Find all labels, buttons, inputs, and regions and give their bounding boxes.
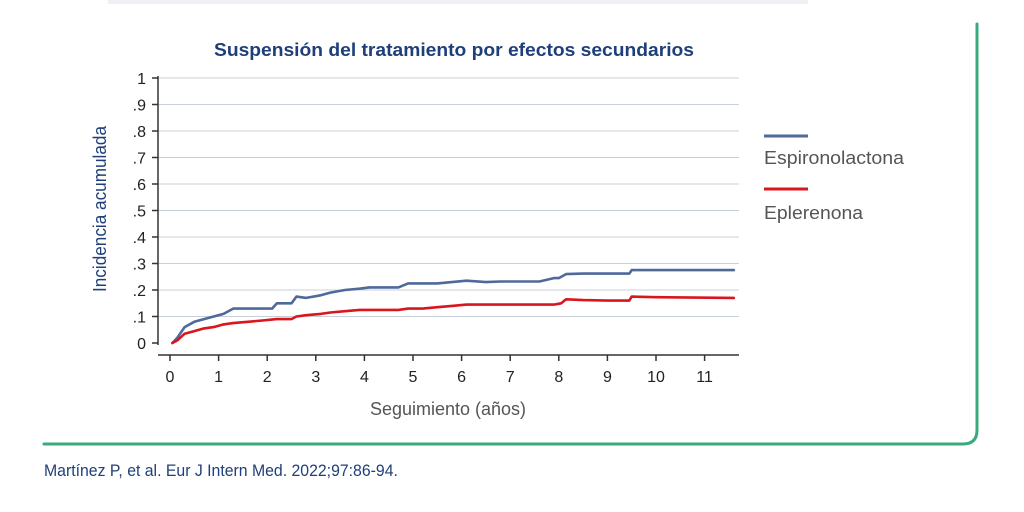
- x-tick-label: 10: [647, 369, 665, 386]
- gridlines: [158, 77, 739, 317]
- x-tick-label: 3: [311, 369, 320, 386]
- legend-label-eplerenona: Eplerenona: [764, 203, 864, 223]
- citation: Martínez P, et al. Eur J Intern Med. 202…: [44, 461, 398, 480]
- x-tick-label: 11: [696, 369, 713, 386]
- x-tick-label: 1: [214, 369, 223, 386]
- axes: [157, 76, 739, 356]
- x-ticks: 0 1 2 3 4 5 6 7 8 9 10 11: [166, 355, 713, 386]
- y-tick-label: .1: [133, 310, 146, 327]
- series-line-eplerenona: [171, 295, 736, 345]
- y-ticks: 0 .1 .2 .3 .4 .5 .6 .7 .8 .9 1: [133, 71, 158, 353]
- x-axis-label: Seguimiento (años): [370, 399, 526, 419]
- y-tick-label: .5: [133, 204, 146, 221]
- y-tick-label: .9: [133, 98, 146, 115]
- x-tick-label: 0: [166, 369, 175, 386]
- chart-title: Suspensión del tratamiento por efectos s…: [214, 40, 694, 60]
- frame-border: [42, 22, 979, 446]
- series-line-espironolactona: [171, 268, 736, 345]
- y-tick-label: 1: [137, 71, 146, 88]
- y-tick-label: .7: [133, 151, 146, 168]
- top-decorative-band: [108, 0, 808, 4]
- y-tick-label: .8: [133, 124, 146, 141]
- y-tick-label: 0: [137, 336, 146, 353]
- y-tick-label: .2: [133, 283, 146, 300]
- x-tick-label: 4: [360, 369, 369, 386]
- x-tick-label: 7: [506, 369, 515, 386]
- x-tick-label: 2: [263, 369, 272, 386]
- y-tick-label: .4: [133, 230, 146, 247]
- x-tick-label: 9: [603, 369, 612, 386]
- x-tick-label: 6: [457, 369, 466, 386]
- x-tick-label: 5: [409, 369, 418, 386]
- y-axis-label: Incidencia acumulada: [90, 125, 110, 292]
- x-tick-label: 8: [554, 369, 563, 386]
- chart-frame: [42, 22, 979, 446]
- y-tick-label: .3: [133, 257, 146, 274]
- legend: Espironolactona Eplerenona: [764, 134, 905, 223]
- legend-label-espironolactona: Espironolactona: [764, 148, 905, 168]
- series-lines: [171, 268, 736, 345]
- y-tick-label: .6: [133, 177, 146, 194]
